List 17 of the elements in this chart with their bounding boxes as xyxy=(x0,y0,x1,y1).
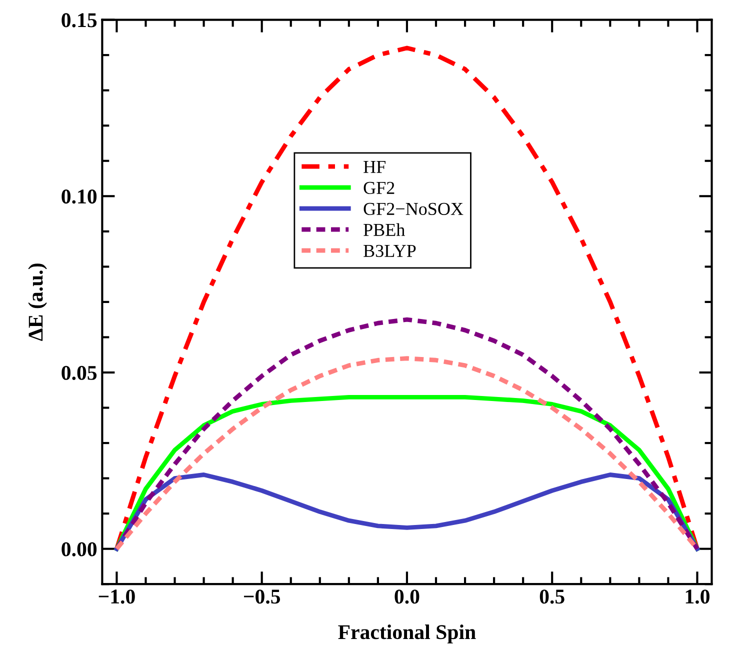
x-axis-title: Fractional Spin xyxy=(338,624,476,644)
legend-label: GF2 xyxy=(364,182,394,194)
x-tick-label: 0.0 xyxy=(394,590,420,604)
y-tick-label: 0.00 xyxy=(62,542,97,556)
x-tick-label: −1.0 xyxy=(98,590,135,604)
legend-label: GF2−NoSOX xyxy=(364,202,464,216)
x-tick-label: 1.0 xyxy=(686,590,710,604)
legend-label: B3LYP xyxy=(364,244,416,258)
y-axis-title: ΔE (a.u.) xyxy=(28,264,47,341)
y-tick-label: 0.10 xyxy=(62,190,97,204)
legend-label: HF xyxy=(364,161,386,173)
y-tick-label: 0.05 xyxy=(62,366,97,380)
x-tick-label: 0.5 xyxy=(540,590,564,604)
y-tick-label: 0.15 xyxy=(62,13,97,28)
x-tick-label: −0.5 xyxy=(244,590,280,604)
legend-label: PBEh xyxy=(364,223,405,236)
line-series xyxy=(114,317,700,552)
